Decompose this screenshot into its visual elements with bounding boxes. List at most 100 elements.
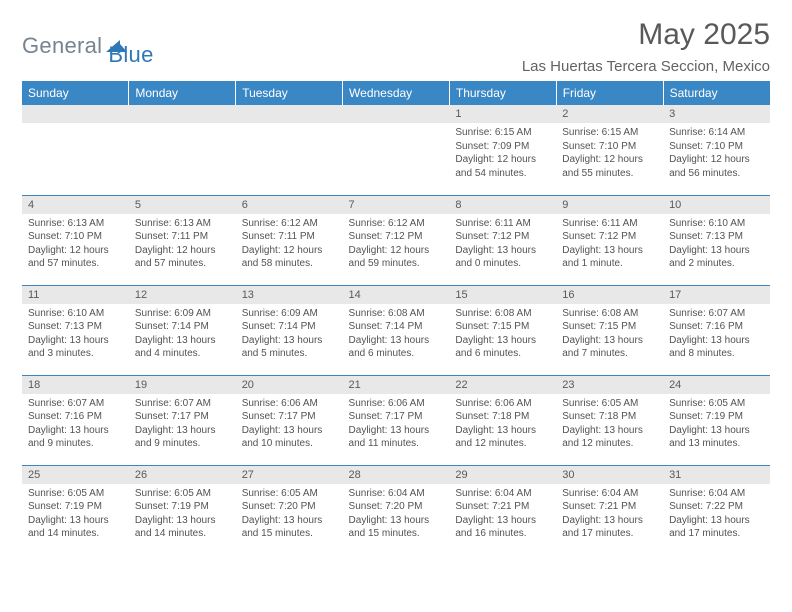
day-cell: 3Sunrise: 6:14 AMSunset: 7:10 PMDaylight…: [663, 105, 770, 195]
day-details: Sunrise: 6:06 AMSunset: 7:17 PMDaylight:…: [236, 394, 343, 455]
day-details: Sunrise: 6:15 AMSunset: 7:09 PMDaylight:…: [449, 123, 556, 184]
day-number: 17: [663, 286, 770, 304]
day-details: Sunrise: 6:10 AMSunset: 7:13 PMDaylight:…: [22, 304, 129, 365]
day-details: Sunrise: 6:05 AMSunset: 7:18 PMDaylight:…: [556, 394, 663, 455]
day-details: Sunrise: 6:08 AMSunset: 7:14 PMDaylight:…: [343, 304, 450, 365]
brand-general: General: [22, 33, 102, 59]
day-details: Sunrise: 6:04 AMSunset: 7:21 PMDaylight:…: [556, 484, 663, 545]
title-block: May 2025 Las Huertas Tercera Seccion, Me…: [522, 18, 770, 79]
day-cell: 26Sunrise: 6:05 AMSunset: 7:19 PMDayligh…: [129, 465, 236, 555]
day-header: Saturday: [663, 81, 770, 105]
location-subtitle: Las Huertas Tercera Seccion, Mexico: [522, 58, 770, 75]
day-details: Sunrise: 6:07 AMSunset: 7:17 PMDaylight:…: [129, 394, 236, 455]
day-details: Sunrise: 6:09 AMSunset: 7:14 PMDaylight:…: [236, 304, 343, 365]
empty-day: [236, 105, 343, 123]
day-details: Sunrise: 6:06 AMSunset: 7:18 PMDaylight:…: [449, 394, 556, 455]
day-number: 2: [556, 105, 663, 123]
day-cell: 13Sunrise: 6:09 AMSunset: 7:14 PMDayligh…: [236, 285, 343, 375]
day-number: 21: [343, 376, 450, 394]
day-number: 9: [556, 196, 663, 214]
day-cell: 8Sunrise: 6:11 AMSunset: 7:12 PMDaylight…: [449, 195, 556, 285]
week-row: 11Sunrise: 6:10 AMSunset: 7:13 PMDayligh…: [22, 285, 770, 375]
day-cell: 27Sunrise: 6:05 AMSunset: 7:20 PMDayligh…: [236, 465, 343, 555]
day-number: 22: [449, 376, 556, 394]
day-cell: 23Sunrise: 6:05 AMSunset: 7:18 PMDayligh…: [556, 375, 663, 465]
day-cell: 7Sunrise: 6:12 AMSunset: 7:12 PMDaylight…: [343, 195, 450, 285]
day-details: Sunrise: 6:12 AMSunset: 7:12 PMDaylight:…: [343, 214, 450, 275]
day-number: 1: [449, 105, 556, 123]
day-cell: [129, 105, 236, 195]
day-cell: 30Sunrise: 6:04 AMSunset: 7:21 PMDayligh…: [556, 465, 663, 555]
day-number: 7: [343, 196, 450, 214]
day-cell: [236, 105, 343, 195]
day-number: 11: [22, 286, 129, 304]
day-details: Sunrise: 6:04 AMSunset: 7:22 PMDaylight:…: [663, 484, 770, 545]
month-title: May 2025: [522, 18, 770, 52]
day-number: 23: [556, 376, 663, 394]
day-number: 20: [236, 376, 343, 394]
day-cell: 24Sunrise: 6:05 AMSunset: 7:19 PMDayligh…: [663, 375, 770, 465]
empty-day: [129, 105, 236, 123]
day-number: 3: [663, 105, 770, 123]
day-details: Sunrise: 6:13 AMSunset: 7:10 PMDaylight:…: [22, 214, 129, 275]
day-number: 8: [449, 196, 556, 214]
day-details: Sunrise: 6:08 AMSunset: 7:15 PMDaylight:…: [556, 304, 663, 365]
day-number: 12: [129, 286, 236, 304]
week-row: 4Sunrise: 6:13 AMSunset: 7:10 PMDaylight…: [22, 195, 770, 285]
day-details: Sunrise: 6:10 AMSunset: 7:13 PMDaylight:…: [663, 214, 770, 275]
brand-logo: General Blue: [22, 18, 154, 68]
day-header: Friday: [556, 81, 663, 105]
day-cell: [343, 105, 450, 195]
day-number: 14: [343, 286, 450, 304]
day-details: Sunrise: 6:04 AMSunset: 7:21 PMDaylight:…: [449, 484, 556, 545]
day-number: 24: [663, 376, 770, 394]
day-details: Sunrise: 6:07 AMSunset: 7:16 PMDaylight:…: [663, 304, 770, 365]
day-details: Sunrise: 6:09 AMSunset: 7:14 PMDaylight:…: [129, 304, 236, 365]
day-cell: 28Sunrise: 6:04 AMSunset: 7:20 PMDayligh…: [343, 465, 450, 555]
day-details: Sunrise: 6:05 AMSunset: 7:19 PMDaylight:…: [129, 484, 236, 545]
day-number: 19: [129, 376, 236, 394]
day-number: 29: [449, 466, 556, 484]
day-cell: 20Sunrise: 6:06 AMSunset: 7:17 PMDayligh…: [236, 375, 343, 465]
day-details: Sunrise: 6:05 AMSunset: 7:20 PMDaylight:…: [236, 484, 343, 545]
day-cell: 14Sunrise: 6:08 AMSunset: 7:14 PMDayligh…: [343, 285, 450, 375]
day-number: 4: [22, 196, 129, 214]
day-cell: 17Sunrise: 6:07 AMSunset: 7:16 PMDayligh…: [663, 285, 770, 375]
day-number: 10: [663, 196, 770, 214]
day-number: 16: [556, 286, 663, 304]
day-header: Thursday: [449, 81, 556, 105]
day-cell: 1Sunrise: 6:15 AMSunset: 7:09 PMDaylight…: [449, 105, 556, 195]
day-details: Sunrise: 6:11 AMSunset: 7:12 PMDaylight:…: [449, 214, 556, 275]
day-cell: 21Sunrise: 6:06 AMSunset: 7:17 PMDayligh…: [343, 375, 450, 465]
day-details: Sunrise: 6:08 AMSunset: 7:15 PMDaylight:…: [449, 304, 556, 365]
day-details: Sunrise: 6:04 AMSunset: 7:20 PMDaylight:…: [343, 484, 450, 545]
day-cell: 4Sunrise: 6:13 AMSunset: 7:10 PMDaylight…: [22, 195, 129, 285]
day-cell: 29Sunrise: 6:04 AMSunset: 7:21 PMDayligh…: [449, 465, 556, 555]
day-number: 26: [129, 466, 236, 484]
day-cell: 6Sunrise: 6:12 AMSunset: 7:11 PMDaylight…: [236, 195, 343, 285]
week-row: 18Sunrise: 6:07 AMSunset: 7:16 PMDayligh…: [22, 375, 770, 465]
day-cell: 22Sunrise: 6:06 AMSunset: 7:18 PMDayligh…: [449, 375, 556, 465]
day-cell: [22, 105, 129, 195]
day-details: Sunrise: 6:05 AMSunset: 7:19 PMDaylight:…: [663, 394, 770, 455]
day-details: Sunrise: 6:13 AMSunset: 7:11 PMDaylight:…: [129, 214, 236, 275]
day-cell: 31Sunrise: 6:04 AMSunset: 7:22 PMDayligh…: [663, 465, 770, 555]
day-header-row: SundayMondayTuesdayWednesdayThursdayFrid…: [22, 81, 770, 105]
day-number: 25: [22, 466, 129, 484]
day-header: Tuesday: [236, 81, 343, 105]
day-number: 18: [22, 376, 129, 394]
day-details: Sunrise: 6:12 AMSunset: 7:11 PMDaylight:…: [236, 214, 343, 275]
day-header: Wednesday: [343, 81, 450, 105]
week-row: 1Sunrise: 6:15 AMSunset: 7:09 PMDaylight…: [22, 105, 770, 195]
calendar-table: SundayMondayTuesdayWednesdayThursdayFrid…: [22, 81, 770, 555]
day-details: Sunrise: 6:11 AMSunset: 7:12 PMDaylight:…: [556, 214, 663, 275]
day-details: Sunrise: 6:14 AMSunset: 7:10 PMDaylight:…: [663, 123, 770, 184]
day-cell: 15Sunrise: 6:08 AMSunset: 7:15 PMDayligh…: [449, 285, 556, 375]
day-number: 28: [343, 466, 450, 484]
header: General Blue May 2025 Las Huertas Tercer…: [22, 18, 770, 79]
day-details: Sunrise: 6:15 AMSunset: 7:10 PMDaylight:…: [556, 123, 663, 184]
empty-day: [343, 105, 450, 123]
day-cell: 16Sunrise: 6:08 AMSunset: 7:15 PMDayligh…: [556, 285, 663, 375]
day-cell: 2Sunrise: 6:15 AMSunset: 7:10 PMDaylight…: [556, 105, 663, 195]
day-cell: 5Sunrise: 6:13 AMSunset: 7:11 PMDaylight…: [129, 195, 236, 285]
